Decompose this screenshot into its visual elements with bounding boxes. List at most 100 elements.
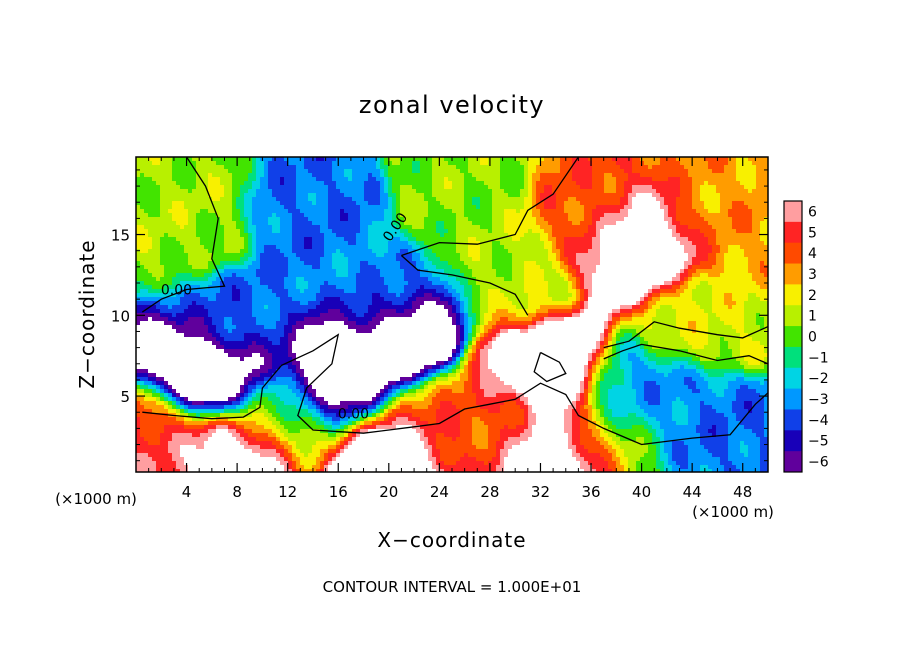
heatmap-cell: [288, 277, 293, 282]
heatmap-cell: [332, 261, 337, 266]
heatmap-cell: [160, 253, 165, 258]
heatmap-cell: [164, 189, 169, 194]
heatmap-cell: [528, 221, 533, 226]
heatmap-cell: [608, 241, 613, 246]
heatmap-cell: [696, 209, 701, 214]
heatmap-cell: [752, 213, 757, 218]
heatmap-cell: [368, 213, 373, 218]
heatmap-cell: [744, 233, 749, 238]
heatmap-cell: [380, 257, 385, 262]
heatmap-cell: [340, 253, 345, 258]
heatmap-cell: [660, 177, 665, 182]
heatmap-cell: [520, 225, 525, 230]
heatmap-cell: [504, 161, 509, 166]
heatmap-cell: [232, 241, 237, 246]
heatmap-cell: [624, 233, 629, 238]
heatmap-cell: [332, 165, 337, 170]
heatmap-cell: [336, 185, 341, 190]
heatmap-cell: [708, 265, 713, 270]
heatmap-cell: [240, 205, 245, 210]
heatmap-cell: [284, 249, 289, 254]
heatmap-cell: [428, 249, 433, 254]
heatmap-cell: [400, 157, 405, 162]
heatmap-cell: [732, 249, 737, 254]
heatmap-cell: [372, 233, 377, 238]
heatmap-cell: [528, 241, 533, 246]
heatmap-cell: [336, 165, 341, 170]
heatmap-cell: [444, 181, 449, 186]
heatmap-cell: [264, 221, 269, 226]
heatmap-cell: [208, 229, 213, 234]
heatmap-cell: [444, 269, 449, 274]
heatmap-cell: [580, 157, 585, 162]
heatmap-cell: [348, 165, 353, 170]
heatmap-cell: [376, 161, 381, 166]
heatmap-cell: [164, 161, 169, 166]
heatmap-cell: [220, 253, 225, 258]
heatmap-cell: [476, 277, 481, 282]
heatmap-cell: [252, 157, 257, 162]
heatmap-cell: [264, 177, 269, 182]
heatmap-cell: [220, 261, 225, 266]
heatmap-cell: [380, 197, 385, 202]
heatmap-cell: [588, 181, 593, 186]
heatmap-cell: [672, 161, 677, 166]
heatmap-cell: [700, 177, 705, 182]
heatmap-cell: [344, 193, 349, 198]
heatmap-cell: [556, 157, 561, 162]
heatmap-cell: [748, 249, 753, 254]
heatmap-cell: [180, 189, 185, 194]
heatmap-cell: [144, 205, 149, 210]
heatmap-cell: [376, 229, 381, 234]
heatmap-cell: [636, 213, 641, 218]
heatmap-cell: [608, 185, 613, 190]
heatmap-cell: [588, 277, 593, 282]
heatmap-cell: [364, 265, 369, 270]
heatmap-cell: [404, 201, 409, 206]
heatmap-cell: [236, 257, 241, 262]
heatmap-cell: [468, 205, 473, 210]
heatmap-cell: [300, 229, 305, 234]
heatmap-cell: [308, 269, 313, 274]
heatmap-cell: [324, 253, 329, 258]
heatmap-cell: [144, 161, 149, 166]
heatmap-cell: [144, 169, 149, 174]
heatmap-cell: [744, 169, 749, 174]
heatmap-cell: [696, 229, 701, 234]
heatmap-cell: [536, 265, 541, 270]
heatmap-cell: [624, 225, 629, 230]
heatmap-cell: [752, 257, 757, 262]
heatmap-cell: [308, 241, 313, 246]
heatmap-cell: [744, 161, 749, 166]
heatmap-cell: [152, 185, 157, 190]
heatmap-cell: [748, 237, 753, 242]
heatmap-cell: [464, 273, 469, 278]
heatmap-cell: [632, 265, 637, 270]
heatmap-cell: [556, 241, 561, 246]
heatmap-cell: [320, 213, 325, 218]
heatmap-cell: [220, 213, 225, 218]
heatmap-cell: [260, 181, 265, 186]
heatmap-cell: [332, 265, 337, 270]
heatmap-cell: [592, 173, 597, 178]
heatmap-cell: [316, 217, 321, 222]
heatmap-cell: [204, 197, 209, 202]
heatmap-cell: [320, 241, 325, 246]
heatmap-cell: [684, 277, 689, 282]
heatmap-cell: [648, 229, 653, 234]
heatmap-cell: [660, 201, 665, 206]
heatmap-cell: [528, 157, 533, 162]
heatmap-cell: [760, 169, 765, 174]
heatmap-cell: [704, 209, 709, 214]
heatmap-cell: [628, 213, 633, 218]
heatmap-cell: [160, 245, 165, 250]
heatmap-cell: [152, 281, 157, 286]
heatmap-cell: [500, 257, 505, 262]
heatmap-cell: [740, 229, 745, 234]
heatmap-cell: [192, 197, 197, 202]
heatmap-cell: [672, 181, 677, 186]
heatmap-cell: [196, 209, 201, 214]
heatmap-cell: [480, 185, 485, 190]
heatmap-cell: [688, 273, 693, 278]
heatmap-cell: [320, 249, 325, 254]
